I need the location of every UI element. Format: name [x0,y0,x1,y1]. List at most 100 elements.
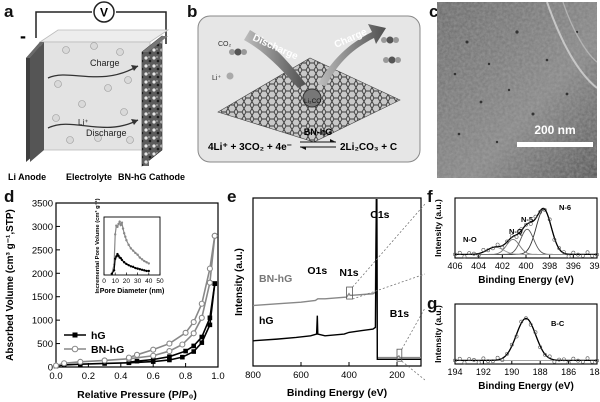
raw-data-point [472,358,476,362]
electrolyte-label: Electrolyte [66,172,112,182]
co2-label: CO₂ [218,41,232,48]
inset-point-BN-hG [127,243,130,247]
inset-x-tick-label: 50 [156,278,164,285]
raw-data-point [500,245,505,250]
inset-point-hG [125,262,128,266]
raw-data-point [509,342,514,347]
raw-data-point [533,330,538,335]
raw-data-point [543,208,547,212]
inset-point-hG [147,269,150,273]
raw-data-point [462,360,467,365]
x-tick-label: 396 [566,261,581,271]
data-point-hG [167,354,172,359]
raw-data-point [500,358,505,362]
inset-point-hG [136,267,139,270]
series-line-hG [252,198,421,360]
inset-point-BN-hG [129,247,133,250]
reaction-left: 4Li⁺ + 3CO₂ + 4e⁻ [208,142,292,153]
y-tick-label: 3500 [32,199,53,210]
data-point-BN-hG [61,360,68,367]
x-axis-label: Relative Pressure (P/P₀) [77,389,197,401]
raw-data-point [486,359,491,364]
data-point-hG [180,354,185,360]
x-tick-label: 184 [589,367,600,377]
raw-data-point [580,359,585,364]
data-point-hG [167,357,172,363]
data-point-hG [134,358,140,364]
peak-label-N-O: N-O [463,235,477,244]
x-tick-label: 188 [533,367,548,377]
co2-molecules-icon [229,36,401,64]
raw-data-point [533,214,538,219]
peak-label-N-5: N-5 [521,215,533,224]
inset-point-hG [131,265,135,269]
sem-holes [453,30,579,144]
peak-label-C1s: C1s [370,209,389,221]
panel-letter-f: f [427,187,433,206]
raw-data-point [528,322,533,327]
discharge-arrow-big [244,30,306,88]
li-ion-dots [52,42,134,144]
raw-data-point [505,239,509,244]
inset-point-hG [120,258,124,262]
inset-point-hG [143,269,146,272]
raw-data-point [486,248,491,253]
x-tick-label: 394 [589,261,600,271]
discharge-label: Discharge [86,128,127,138]
x-tick-label: 190 [504,367,519,377]
raw-data-point [490,246,495,251]
cathode-label: BN-hG Cathode [118,172,185,182]
data-point-hG [207,322,213,328]
zoom-box-n1s [346,286,353,300]
raw-data-point [481,248,486,252]
wire-left [35,11,92,38]
inset-point-hG [129,265,133,268]
zoom-box-b1s [396,348,403,362]
x-tick-label: 398 [542,261,557,271]
legend-label: BN-hG [91,344,124,356]
x-tick-label: 0.8 [179,371,192,382]
inset-point-hG [127,263,130,267]
raw-data-point [495,355,500,360]
inset-point-hG [114,257,117,260]
data-point-BN-hG [179,341,186,348]
raw-data-point [476,253,481,258]
panel-letter-c: c [429,2,439,21]
raw-data-point [552,237,557,242]
x-axis-label: Binding Energy (eV) [478,381,574,392]
inset-x-tick-label: 0 [102,278,106,285]
raw-data-point [481,356,486,361]
x-tick-label: 200 [389,370,405,381]
y-axis-label: Intensity (a.u.) [234,248,245,316]
chart-d: 0.0 0.2 0.4 0.6 0.8 1.00500100015002000250030… [5,198,225,401]
raw-data-point [557,246,562,251]
inset-point-hG [138,268,142,271]
data-point-hG [212,281,218,286]
series-label-BN-hG: BN-hG [259,273,292,285]
li-ion-icon [226,72,234,80]
raw-data-point [547,354,552,359]
x-axis-label: Binding Energy (eV) [478,275,574,286]
peak-label-N1s: N1s [339,267,358,279]
inset-point-hG [122,261,126,264]
raw-data-point [519,227,524,232]
x-tick-label: 400 [341,370,357,381]
inset-x-tick-label: 40 [145,278,153,285]
raw-data-point [509,234,514,238]
inset-x-tick-label: 10 [112,278,120,285]
inset-point-BN-hG [143,259,146,263]
data-point-BN-hG [198,300,205,307]
peak-label-N-6: N-6 [559,203,571,212]
data-point-BN-hG [166,348,173,355]
data-point-BN-hG [101,357,108,364]
inset-point-hG [140,268,144,271]
chart-f: 406 404 402 400 398 396 394 Binding Energy (eV)… [433,197,600,286]
raw-data-point [514,234,519,239]
fit-envelope [455,317,597,362]
data-point-BN-hG [125,354,132,361]
data-point-BN-hG [150,352,157,359]
charge-label: Charge [90,58,120,68]
y-tick-label: 2000 [32,269,53,280]
anode-slab [30,42,44,162]
connector-n1s [352,273,425,300]
